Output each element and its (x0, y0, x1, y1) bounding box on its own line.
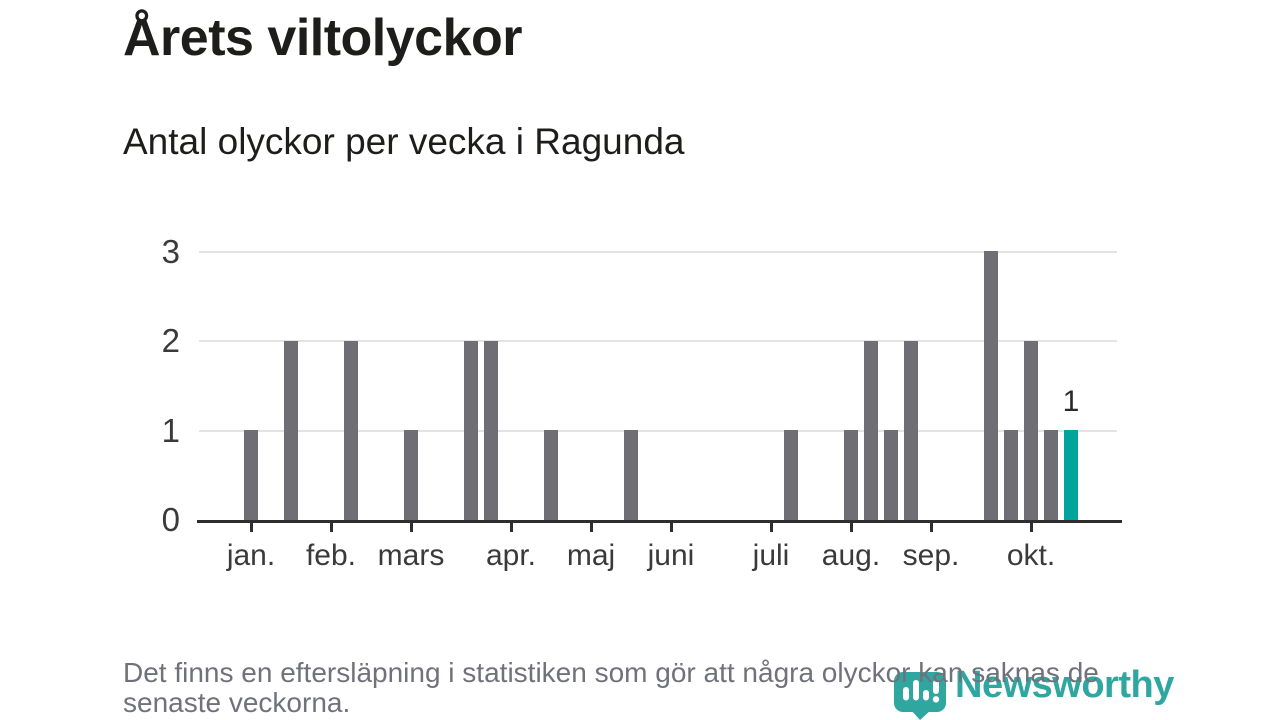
bar-week-12 (464, 341, 478, 520)
x-tick-label-juli: juli (752, 539, 790, 572)
highlighted-bar-value-label: 1 (1062, 385, 1080, 418)
bar-week-1 (244, 430, 258, 520)
footnote-line-1: Det finns en eftersläpning i statistiken… (123, 657, 1099, 688)
x-axis-tick-feb (329, 521, 333, 532)
x-tick-label-jan: jan. (226, 539, 276, 572)
x-axis-tick-mars (409, 521, 413, 532)
x-axis-tick-okt (1029, 521, 1033, 532)
bar-week-32 (864, 341, 878, 520)
y-axis-tick-label-3: 3 (161, 233, 180, 270)
y-axis-tick-label-0: 0 (161, 501, 180, 538)
bar-week-13 (484, 341, 498, 520)
x-tick-label-okt: okt. (1006, 539, 1056, 572)
bar-week-33 (884, 430, 898, 520)
x-tick-label-aug: aug. (821, 539, 881, 572)
x-axis-tick-juli (769, 521, 773, 532)
newsworthy-wordmark: Newsworthy (955, 664, 1174, 706)
x-tick-label-maj: maj (566, 539, 616, 572)
bar-week-38 (984, 251, 998, 520)
chart-title: Årets viltolyckor (123, 9, 523, 67)
bar-week-41 (1044, 430, 1058, 520)
x-axis-tick-maj (589, 521, 593, 532)
x-axis-tick-apr (509, 521, 513, 532)
newsworthy-logo: Newsworthy (894, 664, 1194, 720)
x-tick-label-juni: juni (647, 539, 695, 572)
x-axis-line (197, 520, 1122, 523)
gridline-y-2 (199, 340, 1117, 342)
x-tick-label-feb: feb. (305, 539, 357, 572)
x-axis-tick-sep (929, 521, 933, 532)
bar-week-42 (1064, 430, 1078, 520)
gridline-y-1 (199, 430, 1117, 432)
newsworthy-speech-bubble-bar-chart-icon (894, 672, 946, 720)
x-tick-label-apr: apr. (485, 539, 537, 572)
gridline-y-3 (199, 251, 1117, 253)
footnote: Det finns en eftersläpning i statistiken… (123, 658, 1099, 718)
bar-week-16 (544, 430, 558, 520)
x-axis-tick-jan (249, 521, 253, 532)
bar-week-9 (404, 430, 418, 520)
bar-week-20 (624, 430, 638, 520)
x-tick-label-sep: sep. (902, 539, 960, 572)
chart-subtitle: Antal olyckor per vecka i Ragunda (123, 121, 685, 162)
x-tick-label-mars: mars (377, 539, 445, 572)
x-axis-tick-aug (849, 521, 853, 532)
y-axis-tick-label-2: 2 (161, 322, 180, 359)
bar-week-28 (784, 430, 798, 520)
footnote-line-2: senaste veckorna. (123, 687, 351, 718)
bar-week-39 (1004, 430, 1018, 520)
bar-week-6 (344, 341, 358, 520)
bar-week-31 (844, 430, 858, 520)
y-axis-tick-label-1: 1 (161, 412, 180, 449)
bar-week-34 (904, 341, 918, 520)
bar-week-40 (1024, 341, 1038, 520)
bar-week-3 (284, 341, 298, 520)
x-axis-tick-juni (669, 521, 673, 532)
